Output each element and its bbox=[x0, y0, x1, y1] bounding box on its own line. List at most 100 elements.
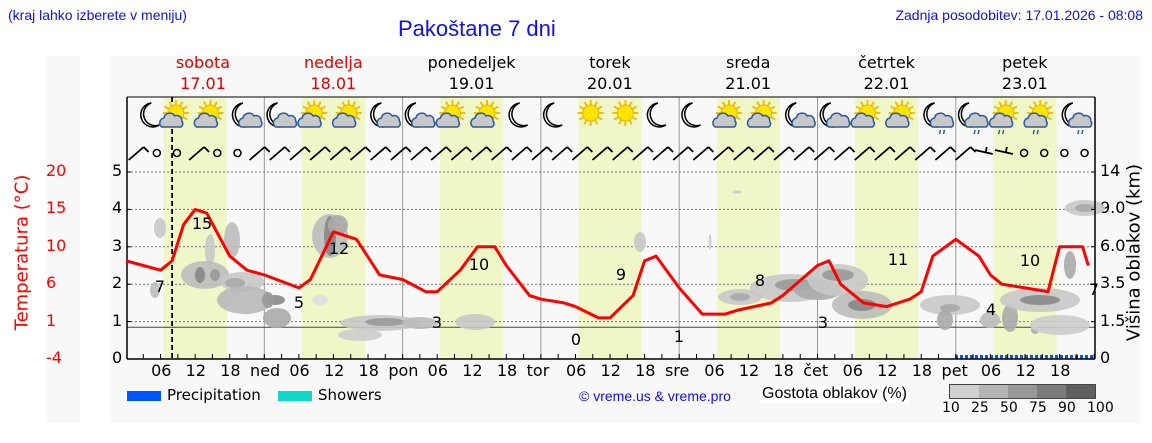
temperature-label: 12 bbox=[329, 239, 349, 258]
sun-cloud-icon bbox=[193, 100, 224, 128]
x-tick: sre bbox=[664, 361, 690, 380]
temperature-label: 10 bbox=[1020, 251, 1040, 270]
day-name: nedelja bbox=[303, 53, 363, 72]
cloud-density-blob bbox=[402, 317, 438, 329]
wind-barb-icon bbox=[914, 146, 936, 161]
moon-rain-icon bbox=[923, 102, 955, 135]
cloud-height-tick: 1.5 bbox=[1100, 310, 1126, 330]
temperature-line bbox=[125, 207, 1090, 320]
precipitation-bar bbox=[1050, 355, 1053, 359]
precipitation-bar bbox=[1025, 355, 1028, 359]
precipitation-legend-label: Precipitation bbox=[167, 386, 261, 404]
precipitation-bar bbox=[1015, 355, 1018, 359]
density-level: 10 bbox=[942, 400, 960, 416]
cloud-height-tick: 0 bbox=[1100, 348, 1111, 367]
density-swatch bbox=[1008, 385, 1037, 398]
wind-barb-icon bbox=[632, 146, 654, 161]
x-tick: 18 bbox=[496, 361, 518, 380]
copyright-link[interactable]: © vreme.us & vreme.pro bbox=[579, 388, 731, 404]
precipitation-bar bbox=[1085, 355, 1088, 359]
temperature-label: 8 bbox=[755, 271, 765, 290]
temperature-label: 7 bbox=[155, 277, 165, 296]
x-tick: 18 bbox=[911, 361, 933, 380]
wind-barb-icon bbox=[531, 146, 553, 161]
x-tick: pet bbox=[941, 361, 968, 380]
sun-cloud-icon bbox=[470, 100, 501, 128]
day-header-0: sobota 17.01 bbox=[134, 52, 272, 94]
wind-barb-icon bbox=[430, 146, 452, 161]
location-hint: (kraj lahko izberete v meniju) bbox=[8, 7, 187, 23]
cloud-density-blob bbox=[150, 282, 160, 298]
density-level: 75 bbox=[1029, 400, 1047, 416]
cloud-density-blob bbox=[263, 308, 291, 328]
wind-barb-icon bbox=[813, 146, 836, 161]
precipitation-bar bbox=[980, 355, 983, 359]
cloud-height-tick: 9.0 bbox=[1100, 198, 1126, 218]
x-tick: 18 bbox=[1050, 361, 1071, 380]
daylight-band bbox=[854, 97, 919, 359]
wind-barb-icon bbox=[1060, 148, 1069, 158]
wind-barb-icon bbox=[934, 146, 957, 161]
moon-cloud-icon bbox=[266, 102, 298, 128]
temperature-label: 15 bbox=[192, 214, 212, 233]
moon-cloud-icon bbox=[231, 102, 263, 128]
wind-barb-icon bbox=[390, 146, 412, 161]
day-name: sobota bbox=[175, 53, 231, 72]
wind-barb-icon bbox=[289, 146, 311, 161]
sun-cloud-icon bbox=[712, 100, 743, 128]
density-level: 50 bbox=[1000, 400, 1018, 416]
temperature-label: 3 bbox=[818, 313, 828, 332]
cloud-density-label: Gostota oblakov (%) bbox=[760, 385, 909, 403]
precipitation-bar bbox=[1035, 355, 1038, 359]
temp-tick: 20 bbox=[46, 161, 67, 180]
cloud-density-blob bbox=[1002, 304, 1018, 332]
x-tick: tor bbox=[526, 361, 550, 380]
cloud-density-blob bbox=[1064, 251, 1076, 279]
density-level: 100 bbox=[1087, 400, 1114, 416]
day-header-2: ponedeljek 19.01 bbox=[403, 52, 541, 94]
temperature-label: 10 bbox=[469, 255, 489, 274]
wind-barb-icon bbox=[370, 146, 392, 161]
precipitation-bar bbox=[1040, 355, 1043, 359]
sun-cloud-icon bbox=[159, 100, 189, 128]
wind-barb-icon bbox=[1039, 148, 1049, 158]
wind-barb-icon bbox=[753, 146, 775, 161]
day-date: 22.01 bbox=[863, 74, 910, 93]
moon-icon bbox=[681, 102, 701, 128]
day-date: 19.01 bbox=[448, 74, 495, 93]
precipitation-bar bbox=[1045, 355, 1048, 359]
temperature-label: 1 bbox=[674, 327, 684, 346]
temperature-axis-panel bbox=[46, 56, 80, 423]
precipitation-bar bbox=[955, 355, 958, 359]
cloud-density-blob bbox=[365, 318, 405, 326]
wind-barb-icon bbox=[172, 148, 182, 158]
precipitation-swatch bbox=[127, 391, 161, 401]
cloud-density-blob bbox=[937, 310, 953, 330]
x-tick: 06 bbox=[289, 361, 310, 380]
wind-barb-icon bbox=[591, 146, 614, 161]
x-tick: 18 bbox=[635, 361, 656, 380]
cloud-density-blob bbox=[732, 190, 742, 194]
temp-tick: 10 bbox=[46, 235, 67, 255]
temperature-label: 4 bbox=[986, 300, 996, 319]
day-date: 23.01 bbox=[1001, 74, 1048, 93]
day-header-4: sreda 21.01 bbox=[679, 52, 817, 94]
x-tick: 12 bbox=[323, 361, 345, 380]
day-date: 17.01 bbox=[180, 74, 226, 93]
wind-barb-icon bbox=[233, 148, 242, 158]
wind-barb-icon bbox=[491, 146, 513, 161]
wind-barb-icon bbox=[511, 146, 533, 161]
x-tick: 12 bbox=[462, 361, 483, 380]
cloud-density-blob bbox=[730, 293, 750, 301]
x-tick: 12 bbox=[738, 361, 760, 380]
temp-tick: -4 bbox=[46, 348, 62, 367]
density-level: 90 bbox=[1058, 400, 1076, 416]
day-name: petek bbox=[1002, 53, 1048, 72]
cloud-density-blob bbox=[154, 218, 166, 238]
wind-barb-icon bbox=[733, 146, 755, 161]
x-tick: 06 bbox=[151, 361, 172, 380]
temp-tick: 1 bbox=[46, 310, 57, 330]
cloud-density-blob bbox=[634, 232, 646, 252]
moon-cloud-icon bbox=[819, 102, 851, 128]
cloud-density-blob bbox=[980, 312, 1000, 328]
